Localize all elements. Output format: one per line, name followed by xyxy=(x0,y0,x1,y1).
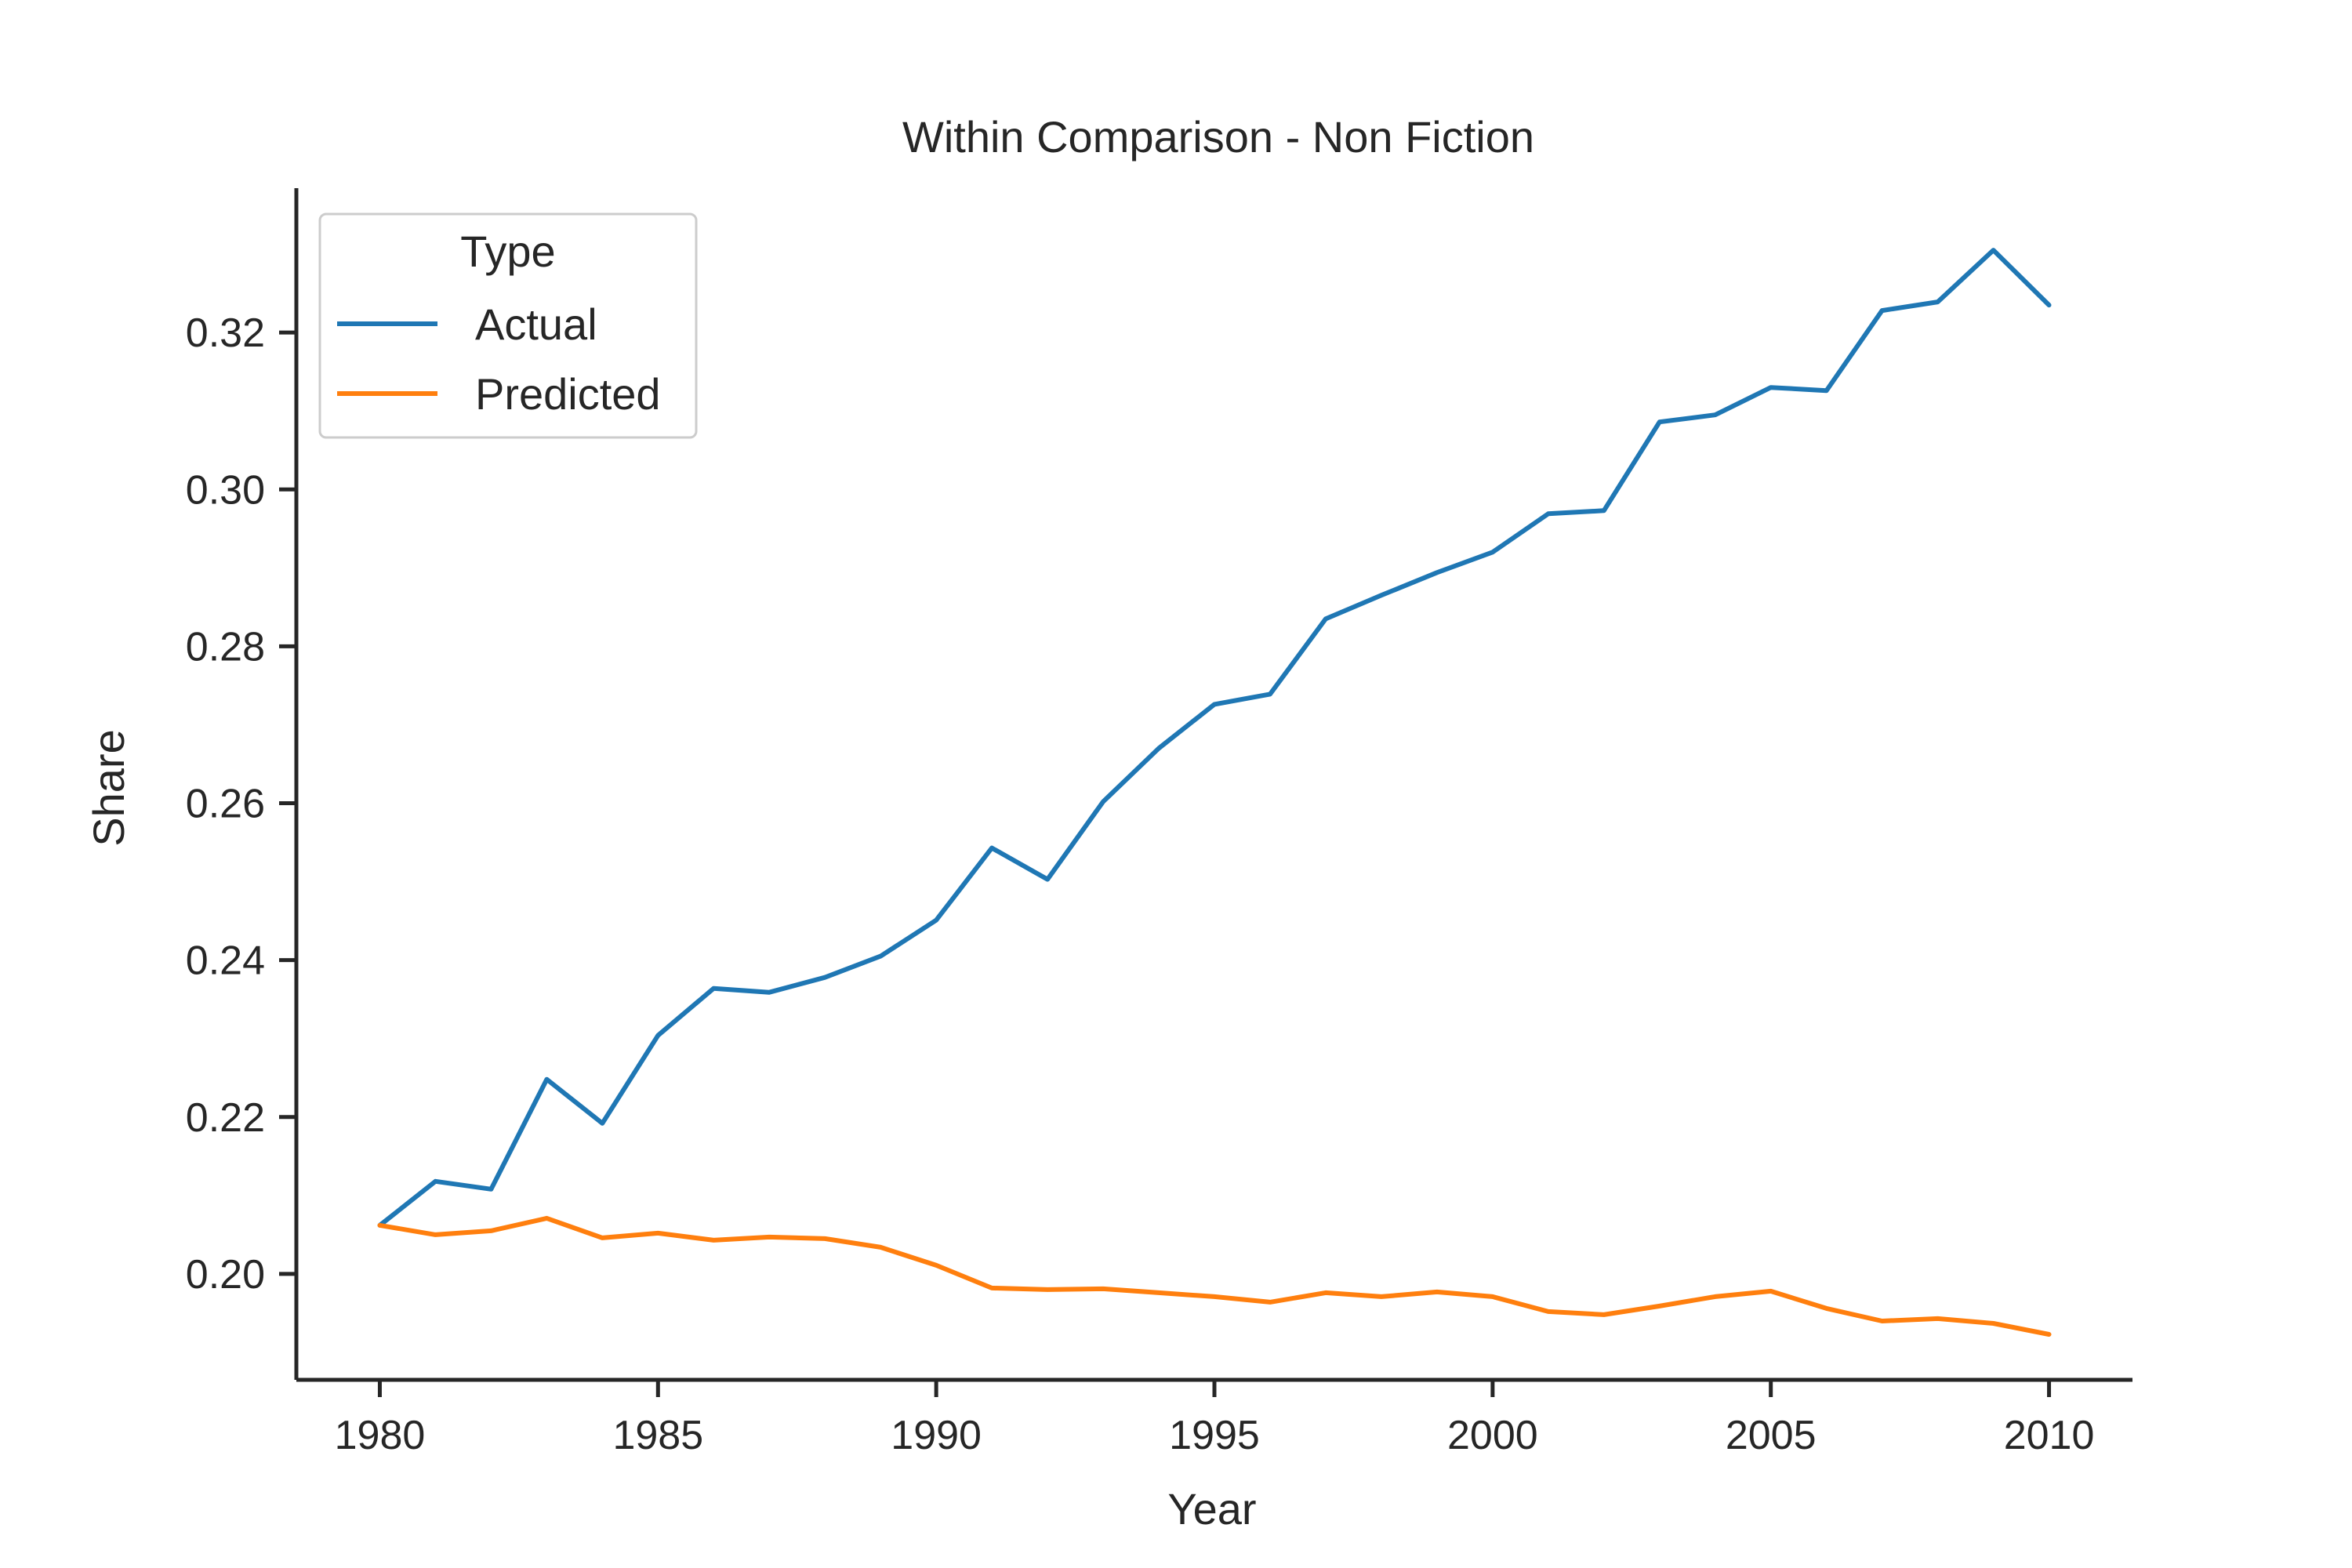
y-tick-label: 0.20 xyxy=(186,1252,265,1298)
y-axis-ticks: 0.20 0.22 0.24 0.26 0.28 0.30 0.32 xyxy=(186,310,296,1298)
x-tick-label: 1985 xyxy=(612,1413,703,1458)
x-axis-ticks: 1980 1985 1990 1995 2000 2005 2010 xyxy=(335,1380,2095,1458)
legend-label-actual: Actual xyxy=(475,299,597,349)
series-layer xyxy=(377,248,2052,1337)
legend-title: Type xyxy=(460,227,555,276)
x-tick-label: 2005 xyxy=(1726,1413,1817,1458)
legend: Type Actual Predicted xyxy=(318,212,698,439)
series-line-actual xyxy=(377,248,2052,1228)
y-tick-label: 0.28 xyxy=(186,624,265,670)
y-tick-label: 0.32 xyxy=(186,310,265,356)
legend-frame xyxy=(318,212,698,439)
series-line-predicted xyxy=(377,1215,2052,1337)
y-tick-label: 0.24 xyxy=(186,938,265,984)
x-tick-label: 2010 xyxy=(2004,1413,2095,1458)
legend-label-predicted: Predicted xyxy=(475,369,661,419)
x-tick-label: 1995 xyxy=(1169,1413,1260,1458)
x-tick-label: 2000 xyxy=(1447,1413,1538,1458)
y-tick-label: 0.22 xyxy=(186,1095,265,1141)
x-tick-label: 1990 xyxy=(891,1413,982,1458)
y-tick-label: 0.26 xyxy=(186,782,265,827)
chart-title: Within Comparison - Non Fiction xyxy=(902,112,1534,162)
x-tick-label: 1980 xyxy=(335,1413,426,1458)
y-tick-label: 0.30 xyxy=(186,467,265,513)
y-axis-label: Share xyxy=(84,729,133,846)
x-axis-label: Year xyxy=(1167,1484,1256,1534)
